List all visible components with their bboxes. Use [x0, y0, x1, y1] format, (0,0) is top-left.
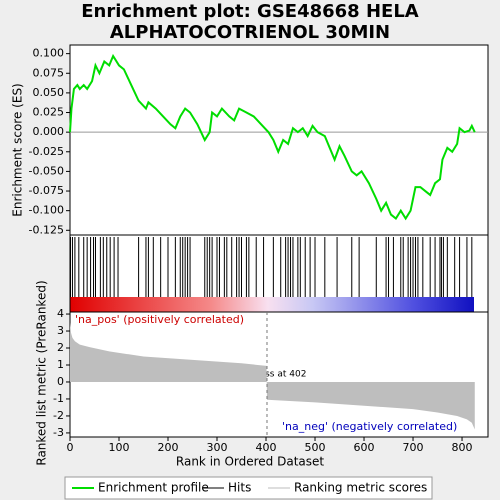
legend-label: Ranking metric scores	[294, 481, 427, 495]
y-tick-label: 0.075	[33, 66, 65, 79]
legend	[64, 476, 433, 500]
annotation: 'na_pos' (positively correlated)	[75, 313, 244, 326]
x-tick-label: 200	[158, 441, 179, 454]
chart-title: Enrichment plot: GSE48668 HELA	[81, 1, 419, 22]
y-tick-label: 0.050	[33, 86, 65, 99]
y-tick-label: -0.050	[29, 164, 64, 177]
x-tick-label: 800	[452, 441, 473, 454]
y2-axis-label: Ranked list metric (PreRanked)	[35, 280, 49, 465]
y2-tick-label: -1	[53, 392, 64, 405]
x-tick-label: 0	[67, 441, 74, 454]
x-axis-label: Rank in Ordered Dataset	[176, 455, 324, 469]
rank-color-bar	[70, 297, 474, 312]
x-tick-label: 100	[109, 441, 130, 454]
x-tick-label: 400	[256, 441, 277, 454]
y-tick-label: -0.025	[29, 145, 64, 158]
annotation: 'na_neg' (negatively correlated)	[282, 420, 457, 433]
y2-tick-label: 1	[57, 358, 64, 371]
y-tick-label: 0.000	[33, 125, 65, 138]
y-axis-label: Enrichment score (ES)	[11, 83, 25, 216]
y-tick-label: 0.100	[33, 47, 65, 60]
y2-tick-label: 4	[57, 307, 64, 320]
chart-title: ALPHATOCOTRIENOL 30MIN	[110, 22, 390, 43]
x-tick-label: 700	[403, 441, 424, 454]
y2-tick-label: 0	[57, 375, 64, 388]
enrichment-profile	[69, 53, 476, 221]
ranking-metric-area	[70, 322, 475, 430]
y2-tick-label: 2	[57, 341, 64, 354]
legend-label: Enrichment profile	[98, 481, 209, 495]
x-tick-label: 500	[305, 441, 326, 454]
y-tick-label: -0.125	[29, 223, 64, 236]
y-tick-label: -0.100	[29, 204, 64, 217]
y2-tick-label: -3	[53, 426, 64, 439]
legend-label: Hits	[228, 481, 251, 495]
x-tick-label: 600	[354, 441, 375, 454]
y-tick-label: -0.075	[29, 184, 64, 197]
y-tick-label: 0.025	[33, 106, 65, 119]
y2-tick-label: 3	[57, 324, 64, 337]
y2-tick-label: -2	[53, 409, 64, 422]
x-tick-label: 300	[207, 441, 228, 454]
